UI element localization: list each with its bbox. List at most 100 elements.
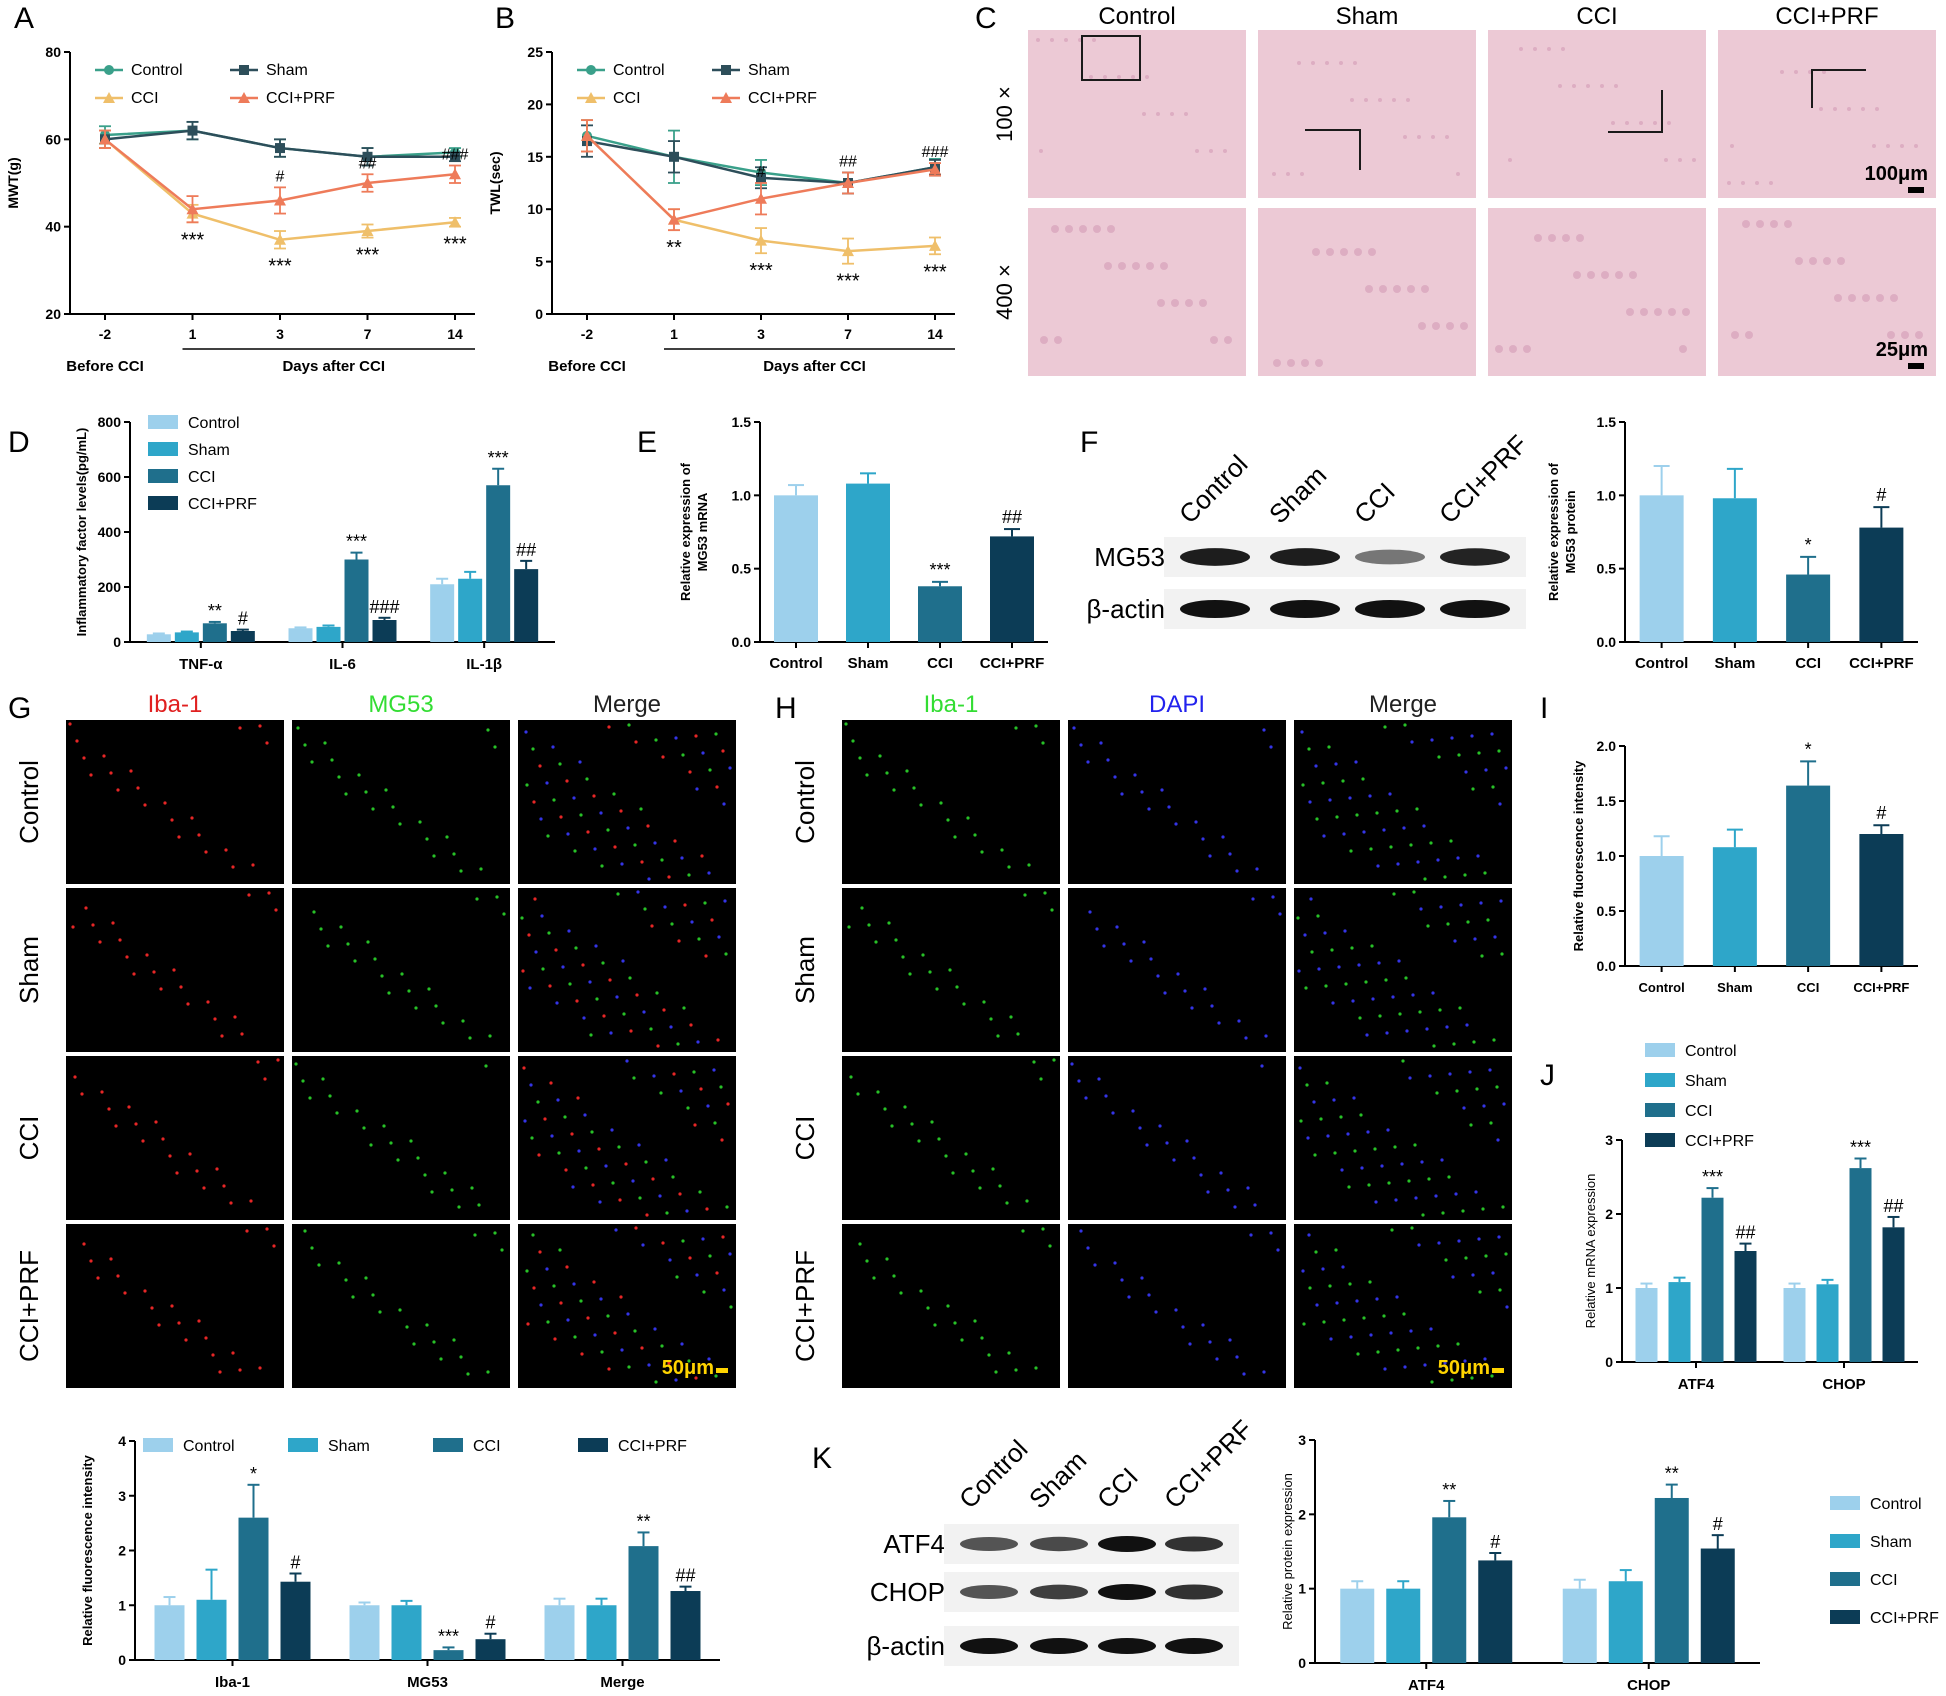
fluorescent-cell [991,1167,995,1171]
fluorescent-cell [1441,1211,1445,1215]
bar-chart-K: 0 1 2 3 Relative protein expression ** # ATF4 **… [1280,1432,1939,1694]
fluorescent-cell [1009,1015,1013,1019]
fluorescent-cell [1347,1185,1351,1189]
y-tick-label: 2 [118,1543,126,1559]
he-micrograph [1258,30,1476,198]
fluorescent-cell [470,1186,474,1190]
fluorescent-cell [452,852,456,856]
fluorescent-cell [1140,790,1144,794]
panel-label-A: A [14,2,34,35]
fluorescence-micrograph [1068,1056,1286,1220]
cell-dot [1794,70,1798,74]
fluorescent-cell [425,1323,429,1327]
fluorescent-cell [551,745,555,749]
legend-label: CCI+PRF [748,90,817,107]
fluorescent-cell [1228,1338,1232,1342]
fluorescent-cell [486,1370,490,1374]
fluorescent-cell [559,1301,563,1305]
bar [1654,1497,1689,1663]
fluorescent-cell [1465,1023,1469,1027]
cell-dot [1730,144,1734,148]
fluorescent-cell [577,1149,581,1153]
fluorescent-cell [152,970,156,974]
fluorescent-cell [647,877,651,881]
fluorescent-cell [380,974,384,978]
cell-dot [1117,75,1121,79]
he-micrograph [1488,208,1706,376]
fluorescent-cell [1355,813,1359,817]
significance-mark: # [1876,485,1886,505]
legend-label: Sham [266,62,308,79]
if-image-grid: Iba-1 DAPI Merge Control Sham CCI CCI+PRF 50μm [790,691,1512,1388]
fluorescent-cell [502,912,506,916]
fluorescent-cell [1475,1087,1479,1091]
fluorescent-cell [1435,1091,1439,1095]
fluorescent-cell [1165,1141,1169,1145]
fluorescent-cell [715,785,719,789]
fluorescent-cell [894,938,898,942]
fluorescent-cell [549,1081,553,1085]
fluorescent-cell [238,1368,242,1372]
legend-label: Control [183,1438,235,1455]
fluorescent-cell [555,1001,559,1005]
fluorescent-cell [357,773,361,777]
fluorescent-cell [545,781,549,785]
fluorescent-cell [650,924,654,928]
fluorescent-cell [258,1366,262,1370]
fluorescent-cell [643,907,647,911]
legend-swatch [1830,1610,1860,1624]
fluorescent-cell [989,1017,993,1021]
fluorescent-cell [575,999,579,1003]
fluorescent-cell [326,944,330,948]
fluorescent-cell [681,753,685,757]
blot-band [1098,1638,1156,1654]
fluorescent-cell [540,914,544,918]
fluorescent-cell [1086,1246,1090,1250]
fluorescent-cell [890,1124,894,1128]
fluorescent-cell [1490,1374,1494,1378]
significance-mark: ### [369,597,399,617]
fluorescent-cell [364,1276,368,1280]
row-label: 400 × [992,264,1017,320]
fluorescent-cell [1120,1278,1124,1282]
fluorescent-cell [1504,766,1508,770]
bar [146,634,171,642]
fluorescent-cell [729,1305,733,1309]
fluorescent-cell [1176,972,1180,976]
fluorescent-cell [1115,925,1119,929]
cell-dot [1311,61,1315,65]
fluorescent-cell [1382,1314,1386,1318]
significance-mark: *** [356,245,380,267]
cell-dot [1784,220,1792,228]
x-tick-label: CCI+PRF [1849,655,1914,672]
fluorescent-cell [912,786,916,790]
x-tick-label: CCI [1797,980,1819,995]
cell-dot [1876,294,1884,302]
fluorescent-cell [1422,824,1426,828]
fluorescent-cell [1462,1106,1466,1110]
fluorescent-cell [1194,820,1198,824]
fluorescent-cell [677,939,681,943]
fluorescent-cell [599,1297,603,1301]
fluorescent-cell [1420,1160,1424,1164]
x-tick-label: MG53 [407,1674,448,1691]
y-tick-label: 20 [527,96,543,112]
fluorescent-cell [1140,1276,1144,1280]
row-label: Control [790,760,820,844]
legend-label: CCI [1870,1572,1898,1589]
fluorescent-cell [195,1169,199,1173]
fluorescent-cell [479,867,483,871]
cell-dot [1040,336,1048,344]
fluorescent-cell [468,1036,472,1040]
fluorescent-cell [982,1000,986,1004]
fluorescent-cell [102,754,106,758]
fluorescent-cell [944,1154,948,1158]
cell-dot [1745,331,1753,339]
fluorescent-cell [1423,1363,1427,1367]
x-tick-label: 3 [757,326,765,342]
fluorescent-cell [910,1122,914,1126]
fluorescent-cell [459,1355,463,1359]
cell-dot [1272,172,1276,176]
fluorescent-cell [224,848,228,852]
fluorescent-cell [425,837,429,841]
